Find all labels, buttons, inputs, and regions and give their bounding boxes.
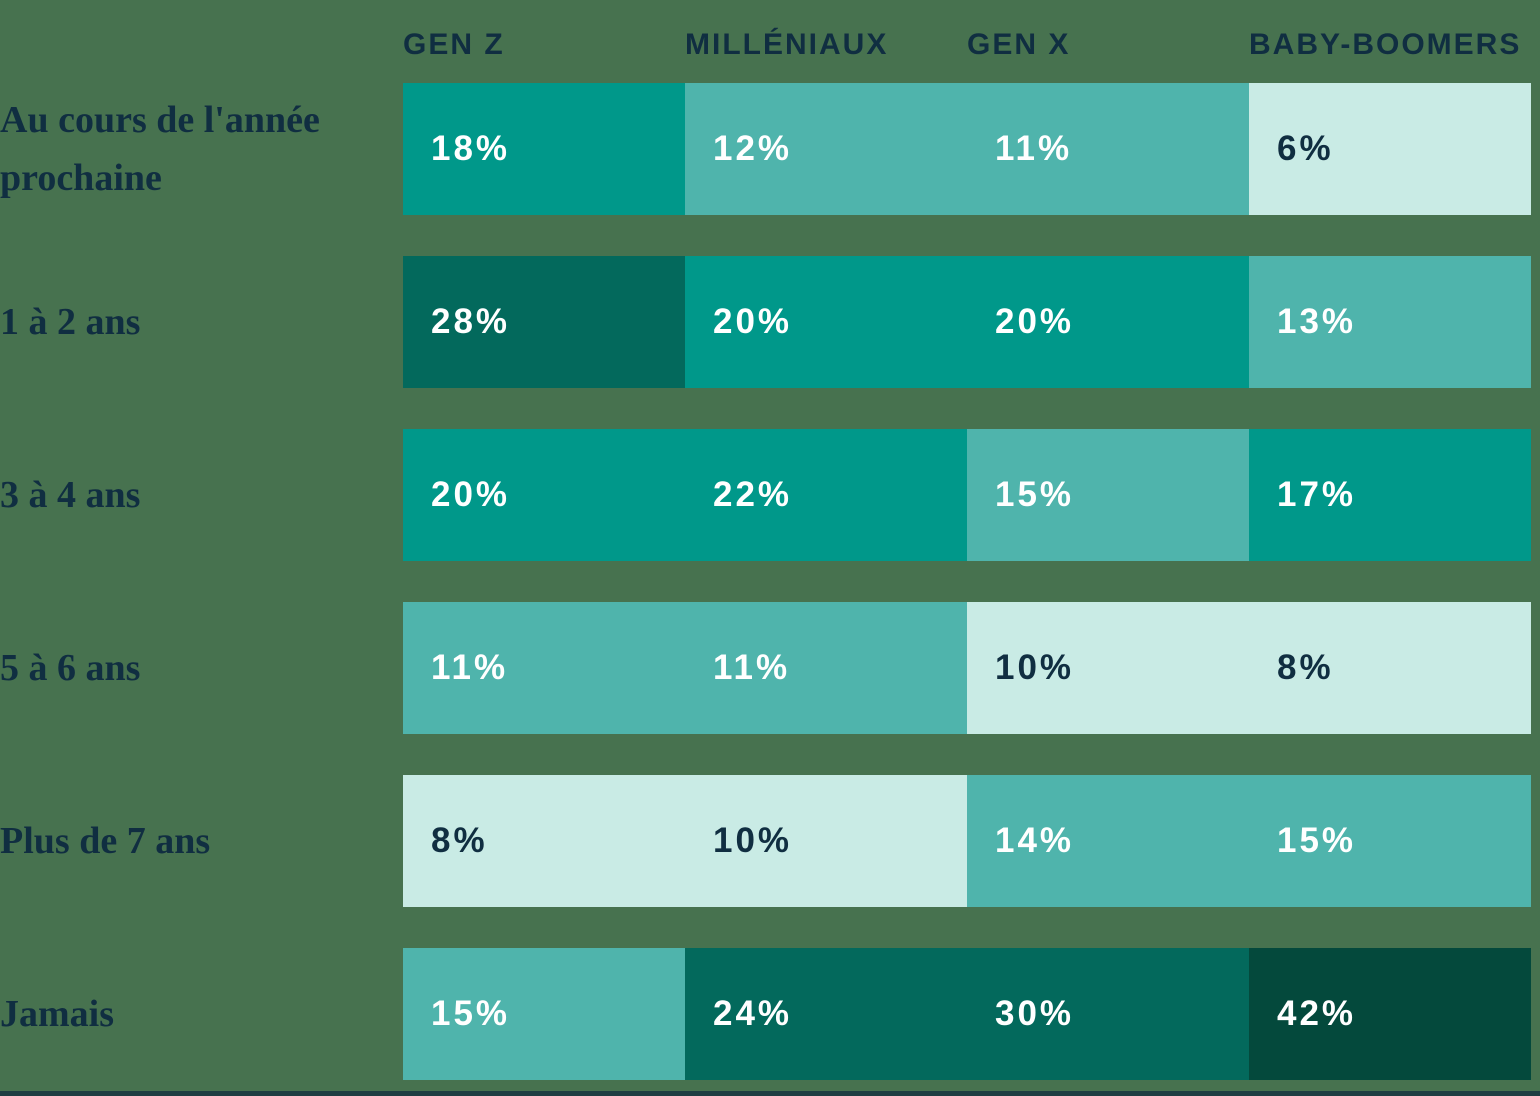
- row-label: Jamais: [0, 993, 114, 1035]
- heatmap-row: Au cours de l'année prochaine 18% 12% 11% 6%: [0, 83, 1540, 215]
- column-header: GEN X: [967, 28, 1071, 61]
- heatmap-cell: 11%: [685, 602, 967, 734]
- row-label: Plus de 7 ans: [0, 820, 211, 862]
- heatmap-cell: 10%: [685, 775, 967, 907]
- cell-value: 15%: [431, 994, 511, 1033]
- heatmap-cell: 24%: [685, 948, 967, 1080]
- column-headers: GEN Z MILLÉNIAUX GEN X BABY-BOOMERS: [0, 0, 1540, 83]
- heatmap-cell: 11%: [967, 83, 1249, 215]
- heatmap-cell: 22%: [685, 429, 967, 561]
- heatmap-cell: 15%: [403, 948, 685, 1080]
- heatmap-row: Jamais 15% 24% 30% 42%: [0, 948, 1540, 1080]
- cell-value: 28%: [431, 302, 511, 341]
- column-header: GEN Z: [403, 28, 505, 61]
- heatmap-row: 1 à 2 ans 28% 20% 20% 13%: [0, 256, 1540, 388]
- row-label: 5 à 6 ans: [0, 647, 141, 689]
- heatmap-cell: 15%: [1249, 775, 1531, 907]
- bottom-strip: [0, 1091, 1540, 1096]
- heatmap-row: 3 à 4 ans 20% 22% 15% 17%: [0, 429, 1540, 561]
- heatmap-cell: 14%: [967, 775, 1249, 907]
- heatmap-cell: 10%: [967, 602, 1249, 734]
- heatmap-cell: 18%: [403, 83, 685, 215]
- heatmap-cell: 13%: [1249, 256, 1531, 388]
- cell-value: 10%: [713, 821, 793, 860]
- cell-value: 14%: [995, 821, 1075, 860]
- cell-value: 20%: [713, 302, 793, 341]
- heatmap-cell: 20%: [967, 256, 1249, 388]
- cell-value: 11%: [431, 648, 509, 687]
- cell-value: 12%: [713, 129, 793, 168]
- heatmap-cell: 28%: [403, 256, 685, 388]
- header-label-spacer: [0, 28, 403, 83]
- heatmap-cell: 12%: [685, 83, 967, 215]
- cell-value: 13%: [1277, 302, 1357, 341]
- heatmap-cell: 20%: [685, 256, 967, 388]
- heatmap-cell: 15%: [967, 429, 1249, 561]
- heatmap-rows: Au cours de l'année prochaine 18% 12% 11% 6%…: [0, 83, 1540, 1080]
- cell-value: 42%: [1277, 994, 1357, 1033]
- cell-value: 10%: [995, 648, 1075, 687]
- heatmap-row: Plus de 7 ans 8% 10% 14% 15%: [0, 775, 1540, 907]
- column-header: MILLÉNIAUX: [685, 28, 889, 61]
- cell-value: 11%: [713, 648, 791, 687]
- heatmap-cell: 11%: [403, 602, 685, 734]
- cell-value: 24%: [713, 994, 793, 1033]
- heatmap-row: 5 à 6 ans 11% 11% 10% 8%: [0, 602, 1540, 734]
- cell-value: 30%: [995, 994, 1075, 1033]
- cell-value: 22%: [713, 475, 793, 514]
- heatmap-cell: 42%: [1249, 948, 1531, 1080]
- heatmap-cell: 8%: [1249, 602, 1531, 734]
- row-label: 1 à 2 ans: [0, 301, 141, 343]
- cell-value: 15%: [1277, 821, 1357, 860]
- cell-value: 20%: [431, 475, 511, 514]
- heatmap-cell: 6%: [1249, 83, 1531, 215]
- cell-value: 8%: [1277, 648, 1334, 687]
- cell-value: 11%: [995, 129, 1073, 168]
- cell-value: 6%: [1277, 129, 1334, 168]
- heatmap-cell: 20%: [403, 429, 685, 561]
- cell-value: 15%: [995, 475, 1075, 514]
- heatmap-cell: 17%: [1249, 429, 1531, 561]
- cell-value: 20%: [995, 302, 1075, 341]
- heatmap-cell: 30%: [967, 948, 1249, 1080]
- row-label: 3 à 4 ans: [0, 474, 141, 516]
- row-label: Au cours de l'année prochaine: [0, 99, 320, 199]
- cell-value: 17%: [1277, 475, 1357, 514]
- heatmap-cell: 8%: [403, 775, 685, 907]
- column-header: BABY-BOOMERS: [1249, 28, 1522, 61]
- cell-value: 8%: [431, 821, 488, 860]
- cell-value: 18%: [431, 129, 511, 168]
